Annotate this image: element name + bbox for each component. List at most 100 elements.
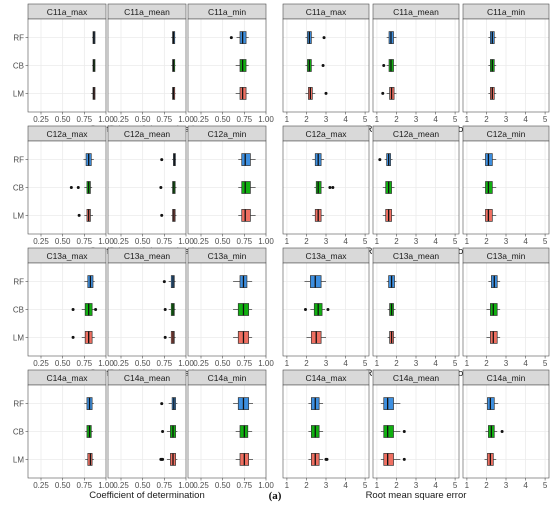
x-tick-label: 1: [375, 481, 380, 490]
boxplot-rf: [484, 397, 499, 410]
panel-border: [107, 262, 187, 357]
boxplot-lm: [380, 453, 406, 466]
boxplot-lm: [484, 453, 497, 466]
x-tick-label: 0.50: [135, 115, 151, 124]
x-tick-label: 4: [343, 237, 348, 246]
boxplot-lm: [387, 331, 396, 344]
x-tick-label: 4: [523, 359, 528, 368]
boxplot-lm: [163, 331, 176, 344]
boxplot-cb: [380, 425, 406, 438]
boxplot-lm: [77, 209, 93, 222]
boxplot-lm: [160, 209, 177, 222]
box-iqr: [241, 209, 251, 222]
x-tick-label: 0.25: [113, 115, 129, 124]
x-tick-label: 0.25: [193, 237, 209, 246]
boxplot-lm: [235, 453, 253, 466]
outlier-point: [303, 308, 307, 311]
boxplot-cb: [486, 303, 501, 316]
x-tick-label: 1: [285, 237, 290, 246]
facet-panel: C14a_mean 1 2 3 4 5: [372, 369, 460, 490]
boxplot-lm: [488, 87, 497, 100]
facet-panel: C11a_mean 1 2 3 4 5: [372, 3, 460, 124]
x-tick-label: 1: [465, 481, 470, 490]
x-tick-label: 2: [394, 359, 399, 368]
boxplot-cb: [235, 59, 249, 72]
facet-title: C11a_mean: [124, 7, 170, 17]
boxplot-rf: [305, 31, 326, 44]
x-tick-label: 3: [504, 115, 509, 124]
outlier-point: [162, 280, 166, 284]
boxplot-lm: [312, 209, 325, 222]
x-tick-label: 1: [285, 359, 290, 368]
boxplot-cb: [161, 425, 178, 438]
facet-title: C11a_max: [306, 7, 347, 17]
box-iqr: [383, 453, 394, 466]
x-tick-label: 4: [523, 237, 528, 246]
x-tick-label: 4: [343, 115, 348, 124]
outlier-point: [321, 64, 325, 67]
y-category-label: RF: [13, 156, 24, 165]
boxplot-cb: [163, 303, 176, 316]
boxplot-rf: [378, 153, 393, 166]
facet-title: C12a_min: [208, 129, 247, 139]
x-tick-label: 0.25: [33, 115, 49, 124]
boxplot-rf: [92, 31, 96, 44]
outlier-point: [328, 186, 332, 189]
boxplot-rf: [488, 275, 501, 288]
boxplot-cb: [387, 303, 396, 316]
outlier-point: [324, 91, 328, 95]
x-tick-label: 3: [324, 359, 329, 368]
boxplot-rf: [160, 153, 177, 166]
facet-panel: C12a_mean 0.25 0.50 0.75 1.00: [107, 125, 194, 246]
boxplot-rf: [233, 397, 253, 410]
panel-border: [187, 18, 267, 113]
x-tick-label: 0.75: [77, 237, 93, 246]
box-iqr: [383, 397, 394, 410]
boxplot-rf: [482, 153, 497, 166]
x-tick-label: 2: [304, 115, 309, 124]
boxplot-cb: [305, 59, 325, 72]
boxplot-lm: [306, 331, 326, 344]
facet-title: C11a_max: [47, 7, 88, 17]
y-category-label: CB: [13, 62, 24, 71]
x-tick-label: 0.75: [77, 115, 93, 124]
x-tick-label: 2: [484, 359, 489, 368]
boxplot-cb: [92, 59, 96, 72]
boxplot-rf: [380, 397, 401, 410]
boxplot-rf: [84, 397, 94, 410]
boxplot-lm: [382, 209, 395, 222]
panel-border: [187, 140, 267, 235]
facet-panel: C14a_mean 0.25 0.50 0.75 1.00: [107, 369, 194, 490]
x-tick-label: 4: [343, 481, 348, 490]
x-tick-label: 1.00: [258, 115, 274, 124]
x-tick-label: 0.75: [237, 237, 253, 246]
x-tick-label: 0.50: [135, 481, 151, 490]
x-tick-label: 1: [375, 237, 380, 246]
facet-panel: C12a_min 1 2 3 4 5: [462, 125, 550, 246]
boxplot-lm: [85, 453, 94, 466]
facet-title: C13a_mean: [124, 251, 171, 261]
outlier-point: [382, 64, 386, 67]
x-tick-label: 4: [433, 481, 438, 490]
boxplot-lm: [159, 453, 178, 466]
boxplot-rf: [312, 153, 325, 166]
facet-title: C12a_mean: [124, 129, 171, 139]
outlier-point: [331, 186, 335, 189]
x-tick-label: 3: [324, 115, 329, 124]
boxplot-rf: [84, 275, 95, 288]
facet-title: C14a_min: [208, 373, 247, 383]
panel-border: [107, 384, 187, 479]
x-tick-label: 2: [484, 115, 489, 124]
x-tick-label: 1.00: [258, 237, 274, 246]
x-tick-label: 3: [504, 359, 509, 368]
x-tick-label: 2: [394, 481, 399, 490]
x-tick-label: 0.75: [77, 359, 93, 368]
y-category-label: CB: [13, 428, 24, 437]
facet-title: C13a_min: [487, 251, 526, 261]
outlier-point: [163, 335, 167, 339]
y-category-label: LM: [13, 333, 24, 342]
x-tick-label: 2: [394, 115, 399, 124]
outlier-point: [325, 457, 329, 461]
facet-panel: C14a_min 1 2 3 4 5: [462, 369, 550, 490]
boxplot-cb: [482, 181, 497, 194]
